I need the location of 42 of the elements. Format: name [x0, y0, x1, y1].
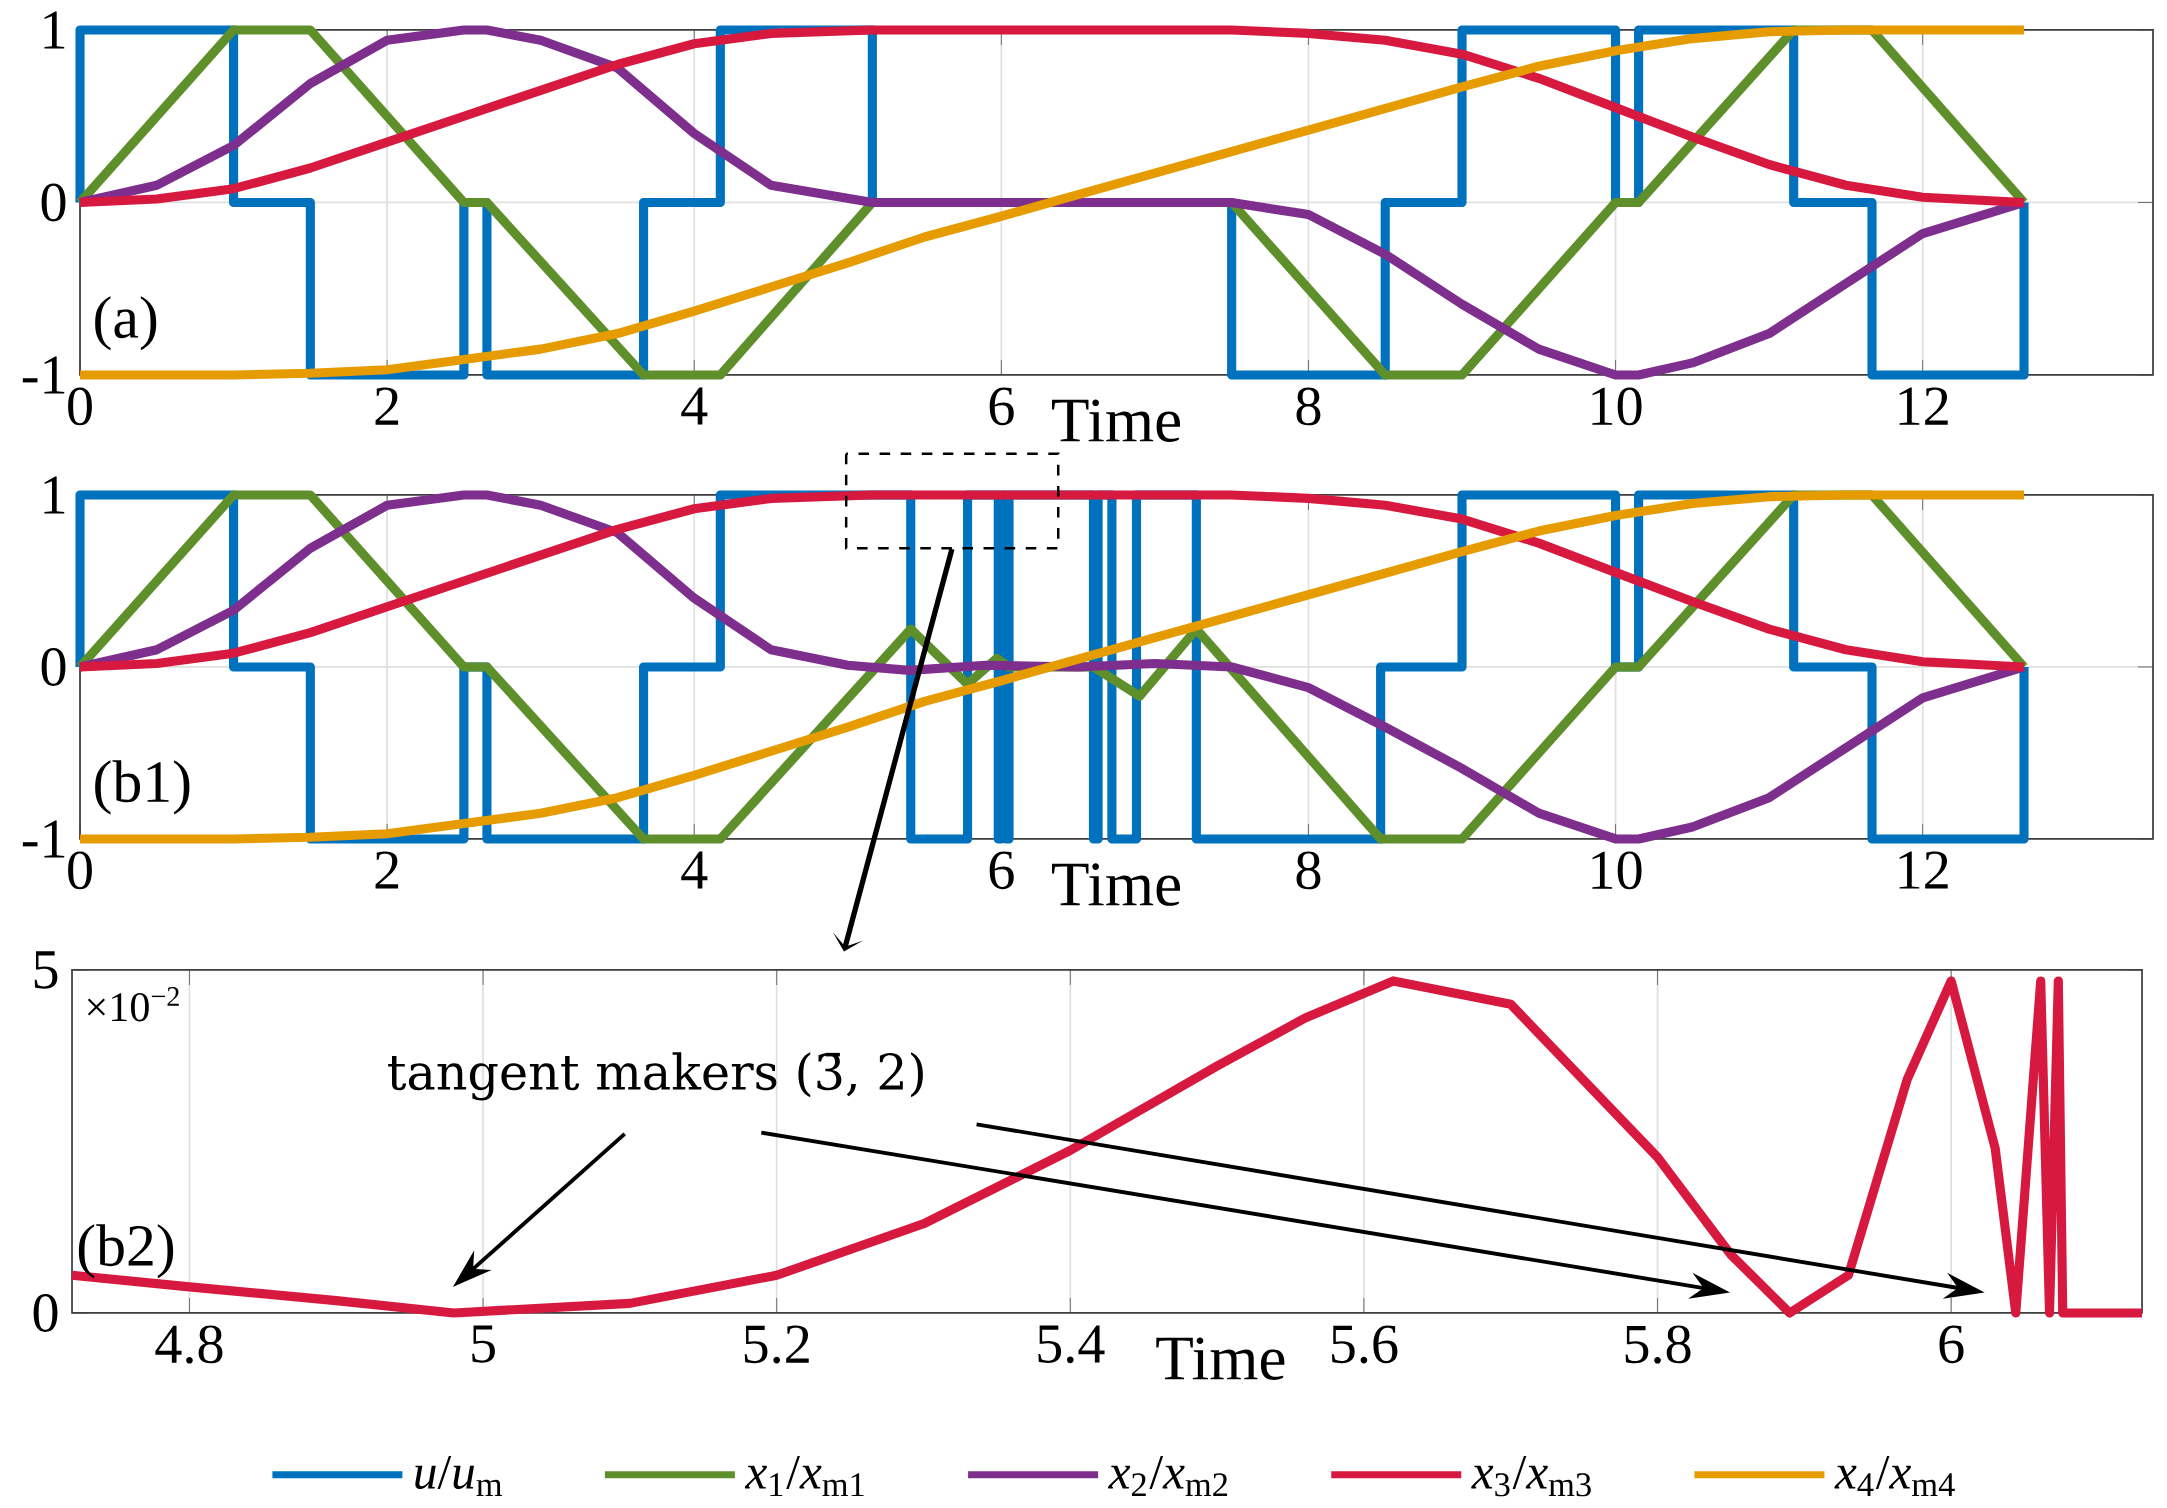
y-tick-label: 5 — [34, 951, 58, 989]
legend-label: x$_{3}$/x$_{m3}$ — [1471, 1455, 1591, 1497]
x-tick-label: 0 — [68, 387, 92, 426]
x-axis-title: Time — [1052, 399, 1181, 442]
x-tick-label: 10 — [1592, 387, 1642, 426]
x-tick-label: 5.2 — [744, 1325, 809, 1364]
x-tick-label: 8 — [1296, 387, 1321, 426]
x-tick-label: 2 — [375, 387, 399, 425]
x-tick-label: 10 — [1592, 851, 1642, 890]
y-tick-label: -1 — [22, 820, 65, 858]
x-tick-label: 4 — [681, 387, 708, 425]
x-tick-label: 5.4 — [1038, 1325, 1105, 1364]
annotation: ×10$^{−2}$ — [87, 987, 179, 1022]
x-tick-label: 0 — [68, 851, 92, 890]
y-tick-label: -1 — [22, 356, 65, 394]
x-tick-label: 12 — [1899, 851, 1948, 889]
annotation: (b2) — [78, 1224, 174, 1279]
annotation: tangent makers (3̄, 2) — [388, 1052, 923, 1101]
x-tick-label: 5.8 — [1625, 1325, 1691, 1364]
y-tick-label: 1 — [44, 11, 65, 49]
x-tick-label: 12 — [1899, 387, 1948, 425]
x-axis-title: Time — [1052, 863, 1181, 906]
legend-label: x$_{1}$/x$_{m1}$ — [744, 1455, 864, 1497]
x-tick-label: 5.6 — [1332, 1325, 1398, 1364]
y-tick-label: 0 — [41, 648, 66, 686]
legend-label: x$_{4}$/x$_{m4}$ — [1834, 1455, 1955, 1497]
x-tick-label: 4.8 — [155, 1325, 223, 1364]
y-tick-label: 0 — [41, 183, 66, 222]
y-tick-label: 0 — [33, 1294, 58, 1332]
x-tick-label: 5 — [472, 1325, 495, 1363]
annotation: (b1) — [95, 760, 190, 815]
legend-label: x$_{2}$/x$_{m2}$ — [1108, 1455, 1228, 1497]
x-tick-label: 4 — [681, 851, 708, 889]
y-tick-label: 1 — [44, 476, 65, 514]
x-tick-label: 6 — [989, 387, 1014, 426]
annotation: (a) — [95, 296, 157, 351]
x-tick-label: 6 — [1939, 1325, 1964, 1364]
x-tick-label: 8 — [1296, 851, 1321, 890]
legend-label: u/u$_{m}$ — [415, 1455, 503, 1497]
x-tick-label: 2 — [375, 851, 399, 889]
x-axis-title: Time — [1156, 1337, 1285, 1380]
x-tick-label: 6 — [989, 851, 1014, 890]
